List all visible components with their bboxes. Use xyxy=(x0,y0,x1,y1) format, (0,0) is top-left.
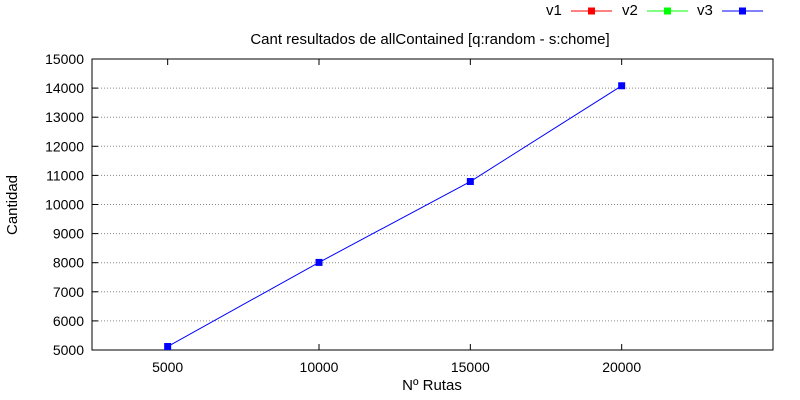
y-tick-label: 13000 xyxy=(45,109,84,125)
legend-label-v3: v3 xyxy=(697,2,713,19)
x-tick-label: 5000 xyxy=(152,359,183,375)
y-tick-label: 10000 xyxy=(45,197,84,213)
x-axis-title: Nº Rutas xyxy=(402,377,462,394)
y-tick-label: 14000 xyxy=(45,80,84,96)
y-tick-label: 9000 xyxy=(53,226,84,242)
y-tick-label: 11000 xyxy=(46,167,84,183)
y-tick-label: 6000 xyxy=(53,313,84,329)
legend-marker-v1 xyxy=(588,7,595,15)
data-point-v3 xyxy=(164,343,172,351)
data-point-v3 xyxy=(315,258,323,266)
y-tick-label: 15000 xyxy=(45,51,84,67)
y-tick-label: 8000 xyxy=(53,255,84,271)
legend-marker-v2 xyxy=(664,7,671,15)
x-tick-label: 15000 xyxy=(451,359,490,375)
y-tick-label: 12000 xyxy=(45,138,84,154)
series-layer xyxy=(164,82,626,351)
legend-marker-v3 xyxy=(739,7,746,15)
x-tick-label: 20000 xyxy=(602,359,641,375)
y-axis-title: Cantidad xyxy=(4,175,21,235)
series-line-v3 xyxy=(167,85,622,347)
y-tick-label: 7000 xyxy=(53,284,84,300)
legend: v1 v2 v3 xyxy=(546,2,763,19)
legend-label-v1: v1 xyxy=(546,2,562,19)
grid xyxy=(92,87,773,322)
x-tick-label: 10000 xyxy=(300,359,339,375)
data-point-v3 xyxy=(618,82,626,90)
y-tick-label: 5000 xyxy=(53,342,84,358)
axis-ticks: 5000 6000 7000 8000 9000 10000 11000 12000 13000… xyxy=(45,51,773,375)
legend-label-v2: v2 xyxy=(622,2,638,19)
chart-title: Cant resultados de allContained [q:rando… xyxy=(250,31,609,48)
data-point-v3 xyxy=(466,178,474,186)
